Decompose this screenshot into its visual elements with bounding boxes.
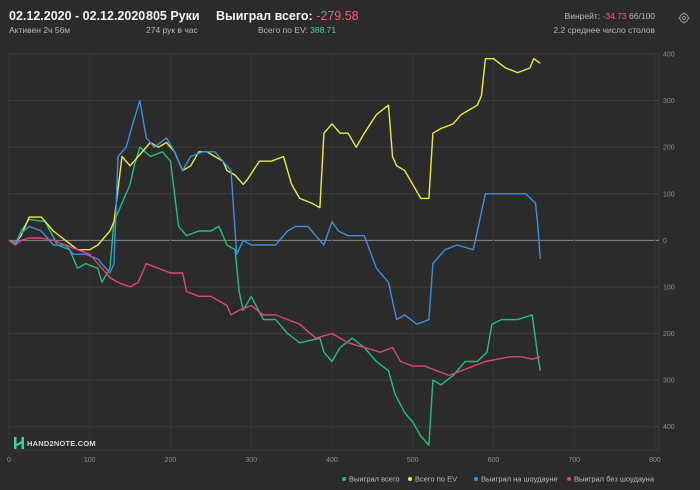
ev-total: Всего по EV: 388.71 [258,25,336,35]
hands-count: 805 Руки [146,9,200,23]
legend-label[interactable]: Выиграл всего [349,475,400,484]
ev-total-label: Всего по EV: [258,25,308,35]
chart-series [8,58,541,446]
legend-label[interactable]: Выиграл на шоудауне [481,475,558,484]
x-axis-ticks: 0 100 200 300 400 500 600 700 800 [7,457,661,464]
y-tick-label: 400 [663,52,675,59]
x-tick-label: 0 [7,457,11,464]
y-axis-ticks: 400 300 200 100 0 100 200 300 400 [663,52,675,432]
y-tick-label: 300 [663,98,675,105]
avg-tables: 2.2 среднее число столов [553,25,655,35]
x-tick-label: 500 [407,457,419,464]
legend-marker [342,477,346,481]
x-tick-label: 300 [245,457,257,464]
chart-grid [8,53,660,451]
y-tick-label: 300 [663,378,675,385]
legend-marker [567,477,571,481]
winrate-suffix: 66/100 [629,11,655,21]
ev-total-value: 388.71 [310,25,337,35]
winrate: Винрейт: -34.73 66/100 [565,11,655,21]
x-tick-label: 200 [165,457,177,464]
hands-per-hour: 274 рук в час [146,25,198,35]
x-tick-label: 800 [649,457,661,464]
x-tick-label: 700 [568,457,580,464]
y-tick-label: 200 [663,145,675,152]
legend-marker [474,477,478,481]
won-total-value: -279.58 [316,9,359,23]
y-tick-label: 100 [663,191,675,198]
x-tick-label: 100 [84,457,96,464]
legend-label[interactable]: Выиграл без шоудауна [574,475,655,484]
legend-marker [408,477,412,481]
x-tick-label: 400 [326,457,338,464]
hand2note-logo: HAND2NOTE.COM [14,437,96,449]
winrate-label: Винрейт: [564,11,601,21]
series-line-1 [8,58,541,251]
series-line-2 [8,99,541,325]
won-total: Выиграл всего: -279.58 [216,9,359,23]
y-tick-label: 200 [663,331,675,338]
series-line-3 [8,237,541,377]
settings-gear-icon[interactable] [678,12,690,24]
date-range: 02.12.2020 - 02.12.2020 [9,9,146,23]
x-tick-label: 600 [488,457,500,464]
hand2note-logo-icon [14,437,24,449]
legend-label[interactable]: Всего по EV [415,475,457,484]
series-line-0 [8,146,541,446]
winrate-value: -34.73 [602,11,627,21]
y-tick-label: 400 [663,424,675,431]
y-tick-label: 0 [663,238,667,245]
hand2note-logo-text: HAND2NOTE.COM [27,438,96,448]
plot-frame [8,53,660,451]
y-tick-label: 100 [663,284,675,291]
active-duration: Активен 2ч 56м [9,25,71,35]
chart-legend[interactable]: Выиграл всего Всего по EV Выиграл на шоуда… [342,475,655,484]
won-total-label: Выиграл всего: [216,9,313,23]
